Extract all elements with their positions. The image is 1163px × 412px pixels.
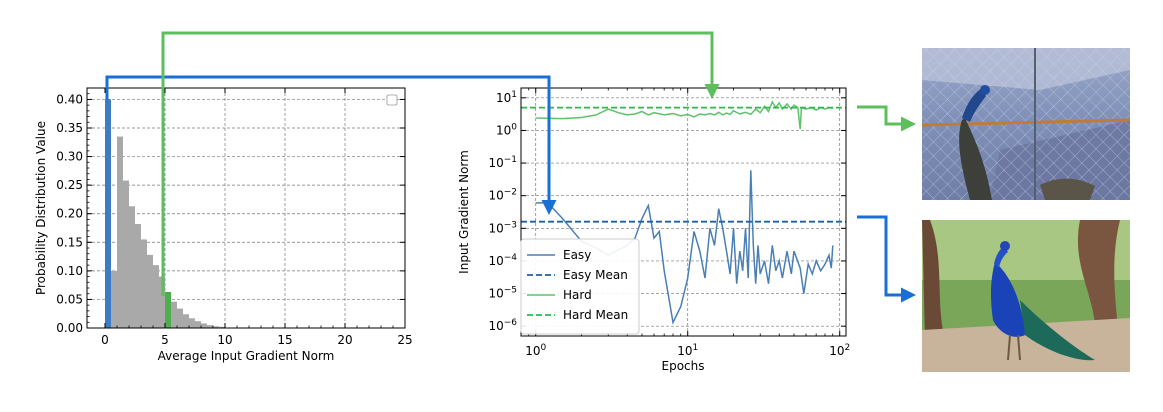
histogram-y-tick-label: 0.15 bbox=[56, 235, 83, 249]
histogram-y-tick-label: 0.20 bbox=[56, 207, 83, 221]
histogram-y-tick-label: 0.10 bbox=[56, 264, 83, 278]
line-y-tick-label: 101 bbox=[496, 90, 517, 105]
line-legend: Easy Easy Mean Hard Hard Mean bbox=[520, 238, 640, 335]
histogram-x-tick-label: 15 bbox=[277, 333, 292, 347]
histogram-bar bbox=[147, 254, 153, 328]
green-to-image-arrow bbox=[857, 105, 916, 132]
line-y-tick-label: 100 bbox=[496, 122, 517, 137]
histogram-x-tick-label: 20 bbox=[337, 333, 352, 347]
legend-label: Hard Mean bbox=[563, 308, 628, 322]
histogram-bar bbox=[171, 301, 177, 328]
histogram-x-axis-label: Average Input Gradient Norm bbox=[158, 349, 335, 363]
line-y-tick-label: 10−3 bbox=[488, 220, 517, 235]
line-y-tick-label: 10−4 bbox=[488, 253, 517, 268]
line-y-tick-label: 10−2 bbox=[488, 188, 517, 203]
hard-example-peacock-photo bbox=[921, 48, 1131, 200]
legend-label: Hard bbox=[563, 288, 592, 302]
histogram-bar bbox=[177, 308, 183, 328]
histogram-bar bbox=[195, 321, 201, 328]
blue-connector-arrow bbox=[105, 75, 557, 215]
histogram-bar bbox=[141, 239, 147, 328]
empty-legend-box bbox=[386, 94, 398, 106]
green-connector-arrow bbox=[161, 31, 720, 296]
histogram-y-tick-label: 0.40 bbox=[56, 92, 83, 106]
histogram-bar bbox=[201, 323, 207, 328]
histogram-bar bbox=[159, 276, 165, 328]
line-x-tick-label: 101 bbox=[677, 343, 698, 358]
line-x-tick-label: 100 bbox=[525, 343, 546, 358]
histogram-x-tick-label: 0 bbox=[101, 333, 109, 347]
connector-arrows bbox=[105, 31, 916, 303]
histogram-bar bbox=[219, 326, 225, 328]
easy-example-peacock-photo bbox=[922, 220, 1130, 372]
line-y-tick-label: 10−6 bbox=[488, 318, 517, 333]
histogram-bar bbox=[207, 325, 213, 328]
line-x-tick-label: 102 bbox=[829, 343, 850, 358]
histogram-bar bbox=[129, 206, 135, 328]
histogram-x-tick-label: 25 bbox=[397, 333, 412, 347]
histogram-y-tick-label: 0.25 bbox=[56, 178, 83, 192]
histogram-bar bbox=[183, 314, 189, 328]
line-y-tick-label: 10−1 bbox=[488, 155, 517, 170]
histogram-y-tick-label: 0.00 bbox=[56, 321, 83, 335]
legend-label: Easy bbox=[563, 248, 591, 262]
histogram-bar bbox=[213, 326, 219, 328]
histogram-bar bbox=[189, 318, 195, 328]
histogram-bar bbox=[117, 136, 123, 328]
line-y-tick-label: 10−5 bbox=[488, 286, 517, 301]
histogram-y-tick-label: 0.30 bbox=[56, 150, 83, 164]
blue-to-image-arrow bbox=[857, 215, 916, 303]
line-x-axis-label: Epochs bbox=[662, 359, 705, 373]
line-y-axis-label: Input Gradient Norm bbox=[457, 150, 471, 274]
histogram-x-tick-label: 10 bbox=[217, 333, 232, 347]
series-hard bbox=[535, 100, 833, 130]
series-easy bbox=[535, 170, 834, 325]
histogram-x-tick-label: 5 bbox=[161, 333, 169, 347]
histogram-bar bbox=[105, 99, 111, 328]
histogram-y-tick-label: 0.35 bbox=[56, 121, 83, 135]
histogram-chart: 0 5 10 15 20 25 0.00 0.05 0.10 0.15 0.20 0.25 0.30 0.… bbox=[34, 87, 413, 363]
legend-label: Easy Mean bbox=[563, 268, 628, 282]
histogram-y-axis-label: Probability Distribution Value bbox=[34, 121, 48, 295]
histogram-bar bbox=[135, 224, 141, 328]
gradient-norm-line-chart: 100 101 10210−610−510−410−310−210−1100101 … bbox=[457, 87, 850, 373]
histogram-y-tick-label: 0.05 bbox=[56, 292, 83, 306]
histogram-bar bbox=[165, 292, 171, 328]
histogram-bar bbox=[153, 265, 159, 328]
histogram-bar bbox=[111, 270, 117, 328]
histogram-bar bbox=[123, 180, 129, 328]
